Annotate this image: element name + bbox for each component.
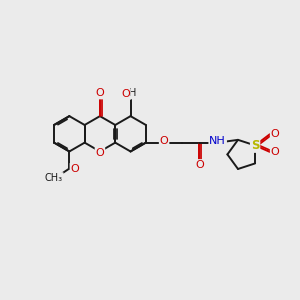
Text: O: O <box>196 160 204 170</box>
Text: CH₃: CH₃ <box>45 173 63 183</box>
Text: O: O <box>70 164 79 173</box>
Text: O: O <box>96 148 104 158</box>
Text: O: O <box>271 147 280 157</box>
Text: O: O <box>160 136 169 146</box>
Text: O: O <box>121 89 130 99</box>
Text: O: O <box>271 129 280 139</box>
Text: S: S <box>251 139 260 152</box>
Text: H: H <box>129 88 136 98</box>
Text: O: O <box>96 88 104 98</box>
Text: NH: NH <box>209 136 226 146</box>
